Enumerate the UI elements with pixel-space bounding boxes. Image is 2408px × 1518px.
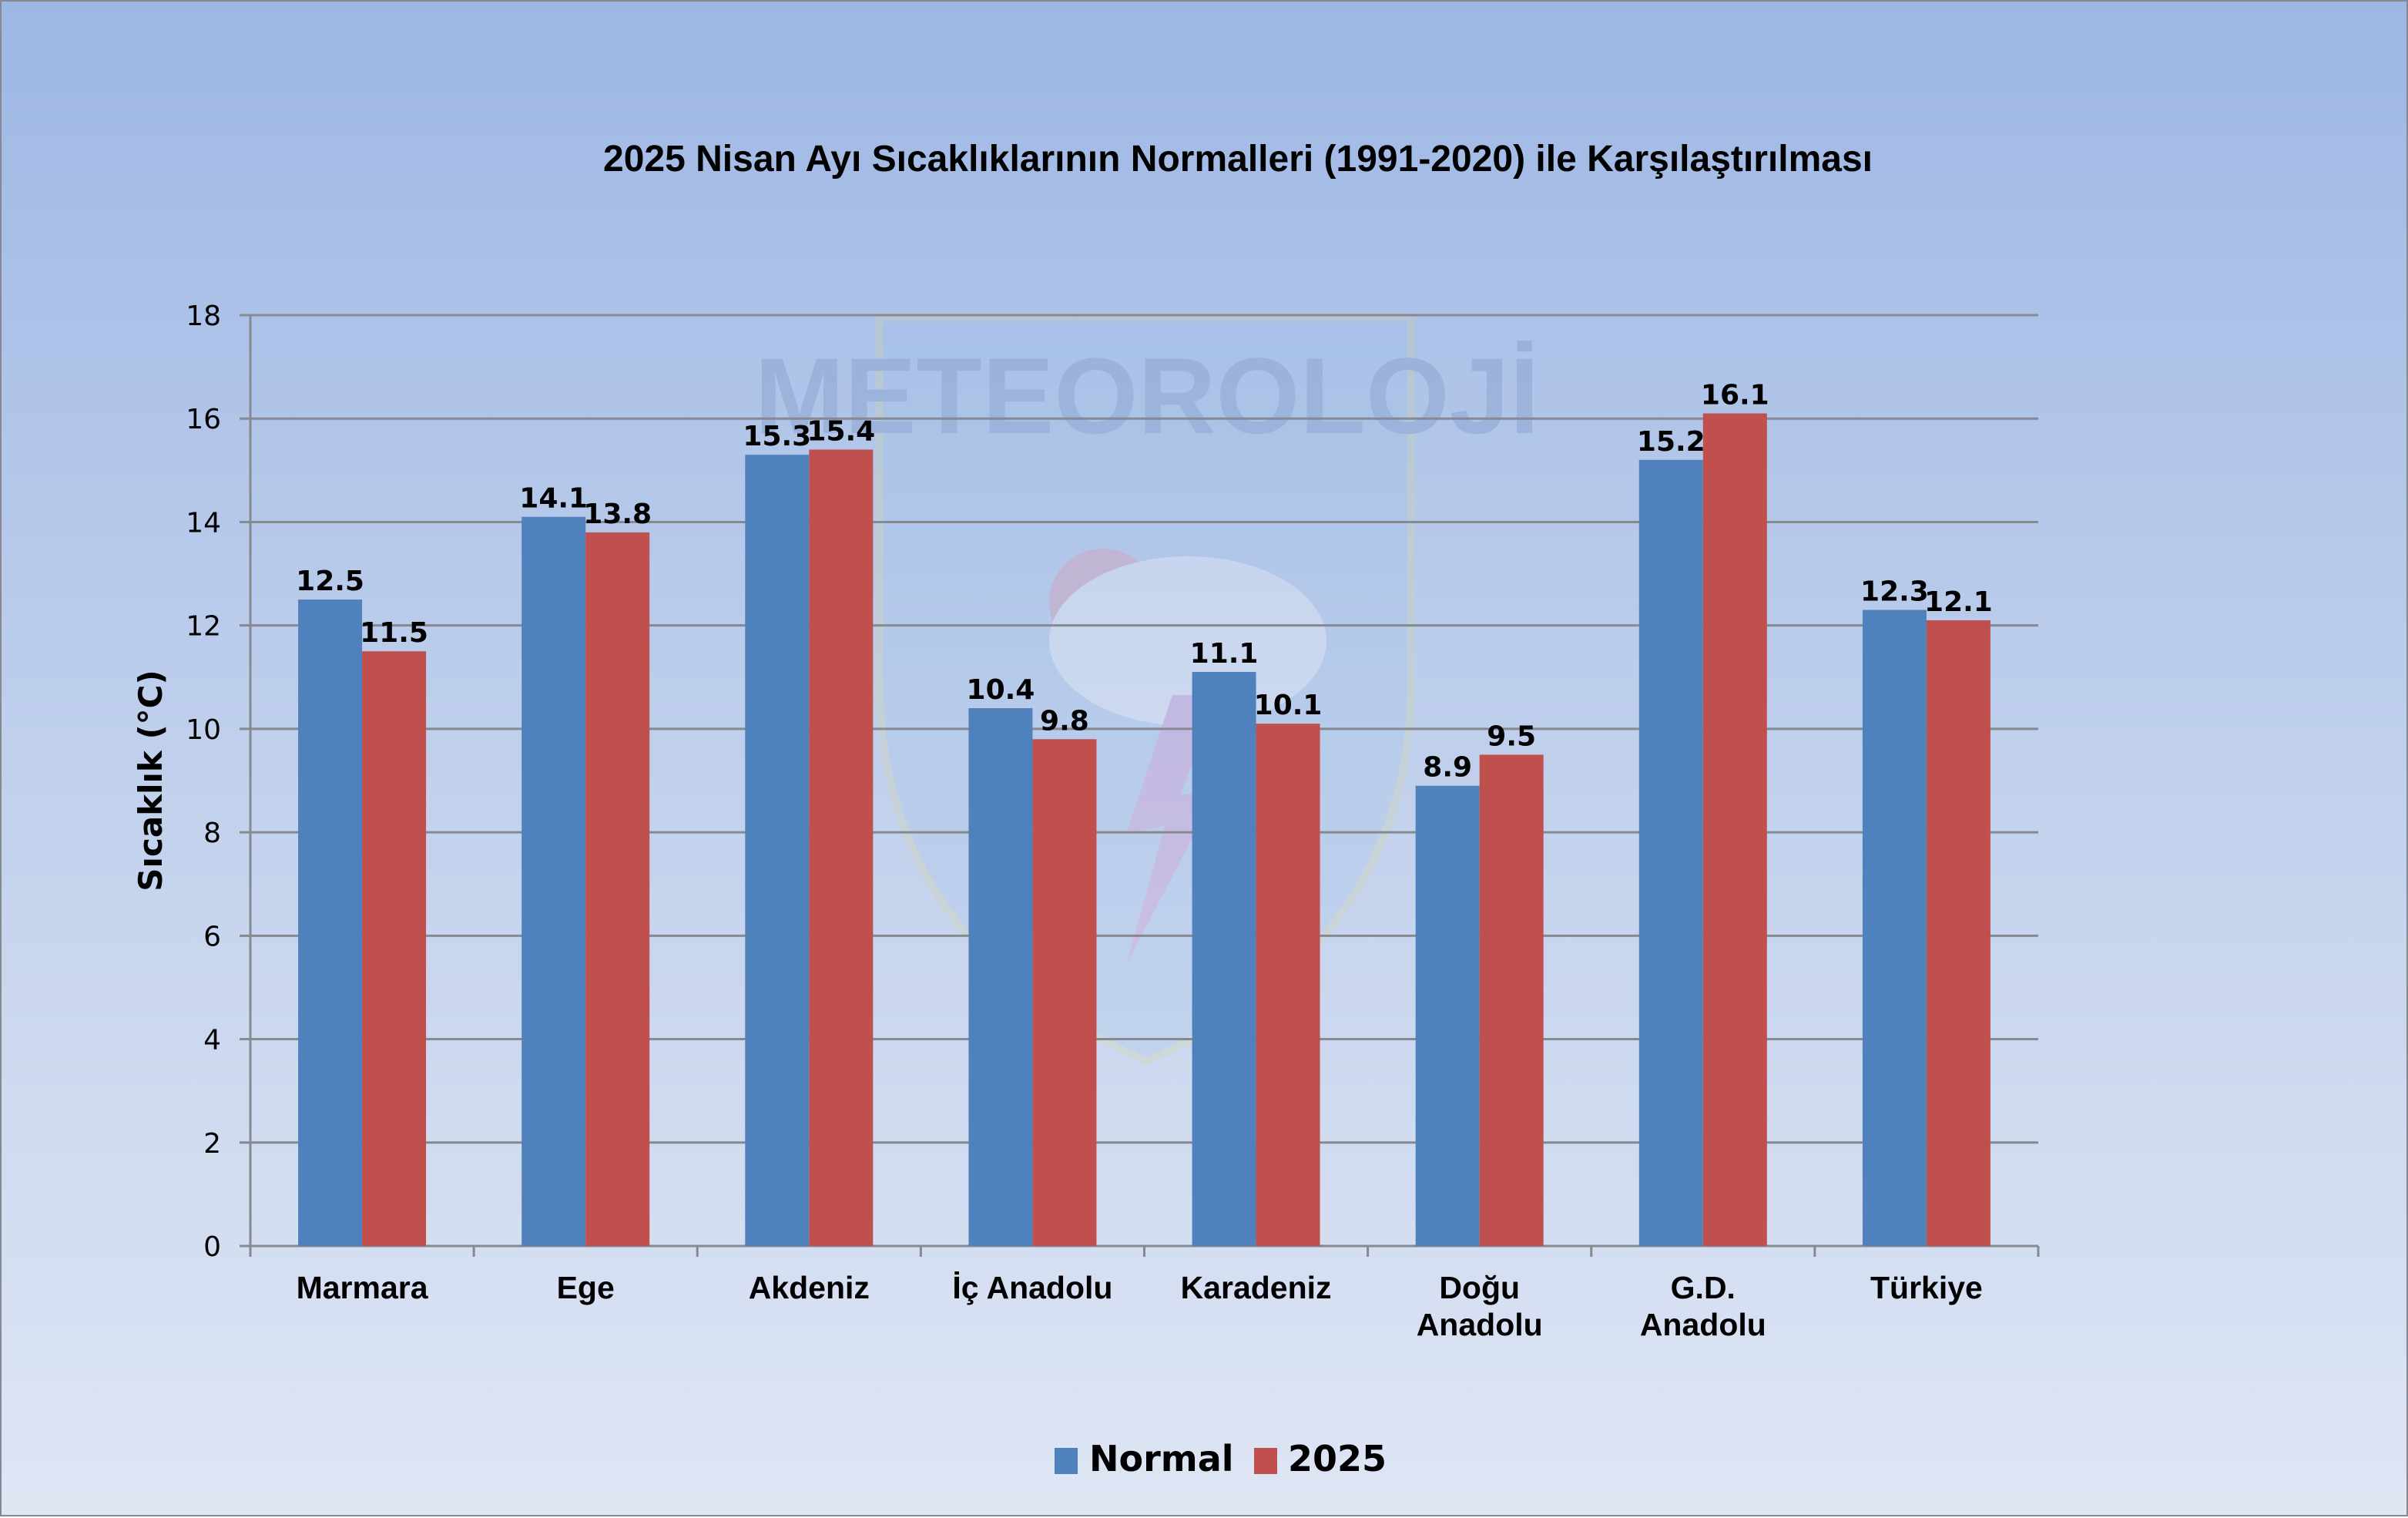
bar-normal-4 — [1192, 672, 1256, 1246]
bar-2025-0 — [362, 651, 427, 1246]
data-label: 9.5 — [1487, 720, 1536, 752]
x-tick-label-line: Marmara — [297, 1270, 429, 1305]
x-tick-label: Türkiye — [1870, 1270, 1983, 1305]
y-tick-label: 6 — [203, 921, 221, 952]
y-axis-label: Sıcaklık (°C) — [132, 670, 169, 891]
bar-normal-2 — [745, 455, 810, 1247]
y-tick-label: 18 — [186, 301, 221, 332]
bar-2025-4 — [1256, 724, 1320, 1246]
x-tick-label: Doğu Anadolu — [1417, 1270, 1543, 1342]
x-tick-label-line: Karadeniz — [1181, 1270, 1332, 1305]
legend-label-2025: 2025 — [1288, 1438, 1387, 1479]
bar-normal-6 — [1638, 459, 1703, 1246]
x-tick-label: Akdeniz — [749, 1270, 870, 1305]
y-tick-label: 16 — [186, 404, 221, 435]
bar-2025-1 — [585, 532, 650, 1246]
x-tick-label: İç Anadolu — [952, 1270, 1112, 1305]
x-tick-label: Karadeniz — [1181, 1270, 1332, 1305]
x-tick-label-line: Anadolu — [1417, 1307, 1543, 1342]
y-tick-label: 10 — [186, 714, 221, 746]
bar-2025-6 — [1702, 413, 1767, 1246]
y-tick-label: 2 — [203, 1128, 221, 1160]
x-tick-label-line: İç Anadolu — [952, 1270, 1112, 1305]
data-label: 9.8 — [1040, 705, 1089, 737]
y-tick-label: 4 — [203, 1025, 221, 1056]
y-tick-label: 0 — [203, 1231, 221, 1263]
bar-normal-5 — [1415, 785, 1480, 1246]
data-label: 11.1 — [1190, 638, 1259, 670]
svg-text:METEOROLOJİ: METEOROLOJİ — [755, 335, 1540, 456]
data-label: 15.3 — [743, 421, 811, 452]
x-tick-label-line: G.D. — [1671, 1270, 1736, 1305]
bars — [298, 413, 1990, 1247]
y-tick-label: 8 — [203, 818, 221, 849]
data-label: 12.1 — [1924, 586, 1993, 618]
bar-2025-5 — [1479, 754, 1544, 1246]
chart-title: 2025 Nisan Ayı Sıcaklıklarının Normaller… — [603, 139, 1873, 180]
data-label: 10.4 — [967, 674, 1035, 706]
data-label: 11.5 — [360, 617, 428, 649]
x-tick-label: G.D. Anadolu — [1640, 1270, 1766, 1342]
data-label: 15.4 — [807, 415, 875, 447]
data-label: 12.3 — [1860, 576, 1929, 608]
data-label: 14.1 — [519, 483, 588, 515]
bar-normal-3 — [968, 708, 1033, 1246]
x-tick-label-line: Türkiye — [1870, 1270, 1983, 1305]
data-label: 8.9 — [1423, 752, 1472, 784]
y-tick-label: 14 — [186, 507, 221, 539]
x-tick-label-line: Doğu — [1439, 1270, 1520, 1305]
bar-2025-2 — [809, 449, 874, 1246]
legend-label-normal: Normal — [1089, 1438, 1234, 1479]
x-tick-label-line: Ege — [557, 1270, 615, 1305]
bar-2025-3 — [1032, 739, 1097, 1246]
x-tick-label-line: Anadolu — [1640, 1307, 1766, 1342]
bar-normal-0 — [298, 599, 363, 1246]
data-label: 13.8 — [583, 499, 652, 530]
bar-normal-7 — [1862, 610, 1927, 1246]
data-label: 10.1 — [1254, 690, 1323, 721]
y-tick-label: 12 — [186, 611, 221, 643]
labels: 12.5 11.5 Marmara 14.113.8 Ege 15.315.4 Akdeni… — [296, 380, 1993, 1342]
data-label: 12.5 — [296, 566, 364, 597]
data-label: 15.2 — [1637, 426, 1705, 458]
x-tick-label: Marmara — [297, 1270, 429, 1305]
legend-swatch-2025 — [1254, 1448, 1277, 1474]
bar-2025-7 — [1926, 620, 1990, 1246]
x-tick-label-line: Akdeniz — [749, 1270, 870, 1305]
legend-swatch-normal — [1055, 1448, 1078, 1474]
bar-normal-1 — [522, 516, 586, 1246]
data-label: 16.1 — [1701, 380, 1769, 411]
x-tick-label: Ege — [557, 1270, 615, 1305]
legend: Normal 2025 — [1055, 1438, 1387, 1479]
